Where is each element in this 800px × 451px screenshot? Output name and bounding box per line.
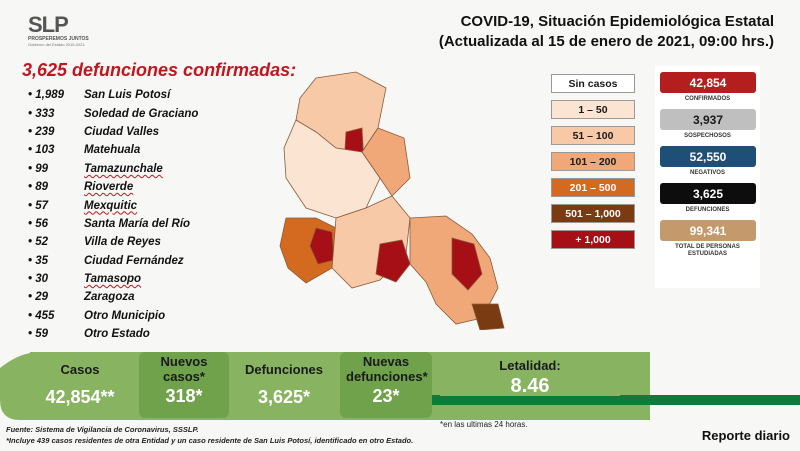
death-place: Ciudad Fernández: [84, 254, 184, 267]
stat-label: DEFUNCIONES: [685, 207, 730, 213]
death-place: Ciudad Valles: [84, 125, 159, 138]
nuevos-casos-card: Nuevos casos* 318*: [139, 352, 229, 418]
letalidad-label: Letalidad:: [499, 358, 561, 373]
report-label: Reporte diario: [701, 428, 790, 443]
death-place: Rioverde: [84, 181, 134, 194]
death-place: Zaragoza: [84, 291, 135, 304]
death-count: 103: [28, 144, 84, 156]
death-place: Santa María del Río: [84, 217, 191, 230]
casos-card: Casos 42,854**: [30, 352, 130, 418]
casos-value: 42,854**: [45, 387, 115, 407]
death-place: Tamazunchale: [84, 162, 163, 175]
death-place: Soledad de Graciano: [84, 107, 199, 120]
casos-label: Casos: [60, 362, 100, 377]
stat-value: 52,550: [660, 146, 756, 167]
death-place: Otro Estado: [84, 328, 150, 341]
death-place: Matehuala: [84, 144, 141, 157]
stat-label: TOTAL DE PERSONAS ESTUDIADAS: [675, 244, 740, 257]
death-place: Villa de Reyes: [84, 236, 161, 249]
death-place: San Luis Potosí: [84, 89, 171, 102]
death-count: 56: [28, 218, 84, 230]
map-region-tamazunchale: [471, 303, 505, 330]
map-legend: Sin casos 1 – 50 51 – 100 101 – 200 201 – 50…: [551, 74, 635, 256]
death-count: 1,989: [28, 89, 84, 101]
defunciones-label: Defunciones: [244, 362, 323, 377]
slp-logo: SLP PROSPEREMOS JUNTOS Gobierno del Esta…: [28, 12, 108, 52]
nuevas-defunciones-value: 23*: [372, 386, 400, 406]
source-line-2: *Incluye 439 casos residentes de otra En…: [6, 436, 414, 445]
death-count: 52: [28, 236, 84, 248]
title-line-1: COVID-19, Situación Epidemiológica Estat…: [460, 13, 774, 30]
source-notes: Fuente: Sistema de Vigilancia de Coronav…: [6, 424, 413, 446]
letalidad-card: Letalidad: 8.46: [440, 356, 620, 397]
death-count: 99: [28, 163, 84, 175]
logo-sub: Gobierno del Estado 2015-2021: [28, 42, 85, 47]
green-accent-bar: [430, 395, 800, 405]
death-count: 89: [28, 181, 84, 193]
legend-item: 1 – 50: [551, 100, 635, 119]
map-region-valles: [451, 237, 483, 291]
death-count: 57: [28, 200, 84, 212]
map-region-rioverde: [375, 239, 411, 283]
death-place: Tamasopo: [84, 273, 142, 286]
logo-mark: SLP: [28, 12, 69, 37]
letalidad-value: 8.46: [510, 375, 550, 397]
deaths-heading: 3,625 defunciones confirmadas:: [22, 60, 297, 80]
stat-value: 99,341: [660, 220, 756, 241]
legend-item: 501 – 1,000: [551, 204, 635, 223]
page-title: COVID-19, Situación Epidemiológica Estat…: [439, 12, 774, 52]
death-count: 59: [28, 328, 84, 340]
stats-panel: 42,854 CONFIRMADOS 3,937 SOSPECHOSOS 52,550 N…: [655, 66, 760, 288]
death-count: 29: [28, 291, 84, 303]
death-count: 239: [28, 126, 84, 138]
death-place: Mexquitic: [84, 199, 138, 212]
legend-item: 101 – 200: [551, 152, 635, 171]
defunciones-value: 3,625*: [257, 387, 311, 407]
legend-item: 201 – 500: [551, 178, 635, 197]
death-count: 30: [28, 273, 84, 285]
death-count: 333: [28, 108, 84, 120]
legend-item: 51 – 100: [551, 126, 635, 145]
nuevos-casos-value: 318*: [165, 386, 203, 406]
legend-item: + 1,000: [551, 230, 635, 249]
state-map: [279, 71, 505, 330]
defunciones-card: Defunciones 3,625*: [236, 352, 332, 418]
death-count: 35: [28, 255, 84, 267]
stat-label: CONFIRMADOS: [684, 96, 731, 102]
stat-value: 3,937: [660, 109, 756, 130]
nuevos-casos-label: Nuevos casos*: [160, 354, 208, 384]
stat-value: 3,625: [660, 183, 756, 204]
nuevas-defunciones-label: Nuevas defunciones*: [346, 354, 428, 384]
nuevas-defunciones-card: Nuevas defunciones* 23*: [340, 352, 432, 418]
stat-label: SOSPECHOSOS: [684, 133, 731, 139]
death-count: 455: [28, 310, 84, 322]
logo-tagline: PROSPEREMOS JUNTOS: [28, 36, 89, 42]
legend-item: Sin casos: [551, 74, 635, 93]
note-24h: *en las ultimas 24 horas.: [440, 420, 528, 429]
death-place: Otro Municipio: [84, 309, 166, 322]
map-region-slp: [309, 227, 335, 265]
title-line-2: (Actualizada al 15 de enero de 2021, 09:…: [438, 33, 774, 50]
source-line-1: Fuente: Sistema de Vigilancia de Coronav…: [6, 425, 199, 434]
stat-label: NEGATIVOS: [690, 170, 725, 176]
stat-value: 42,854: [660, 72, 756, 93]
